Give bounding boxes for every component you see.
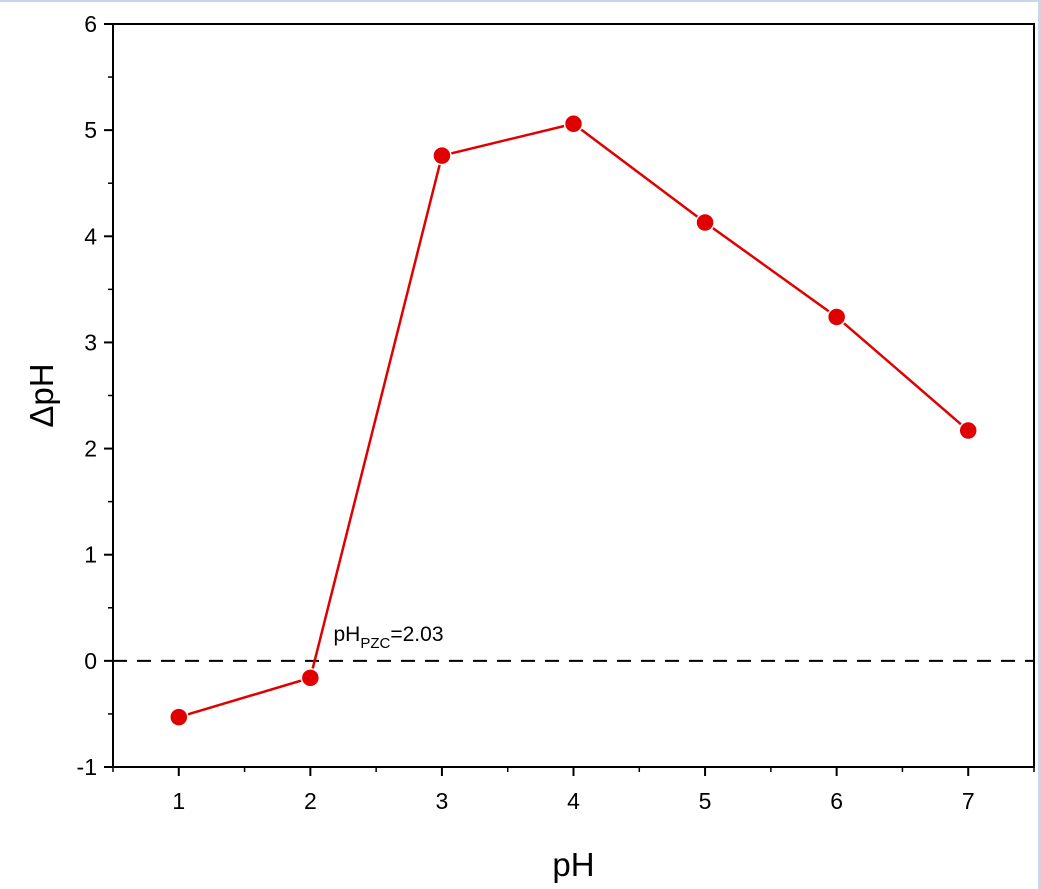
data-point: [300, 668, 321, 688]
x-tick-label: 1: [172, 788, 185, 814]
y-tick-label: 1: [84, 542, 97, 568]
plot-frame: [112, 23, 1035, 768]
y-tick-label: -1: [77, 754, 97, 780]
pzc-annotation-subscript: PZC: [360, 635, 390, 652]
x-tick-label: 4: [567, 788, 580, 814]
x-tick-label: 3: [436, 788, 449, 814]
data-point: [432, 145, 452, 166]
y-tick-label: 0: [84, 648, 97, 674]
y-tick-label: 5: [84, 117, 97, 143]
pzc-annotation-main: pH: [334, 623, 361, 646]
data-point: [169, 707, 189, 727]
pzc-annotation: pHPZC=2.03: [334, 623, 444, 652]
x-tick-label: 5: [699, 788, 712, 814]
x-tick-label: 6: [830, 788, 843, 814]
pzc-annotation-value: =2.03: [390, 623, 443, 646]
axis-ticks: [104, 23, 1035, 776]
data-points: [169, 114, 978, 727]
y-tick-label: 4: [84, 223, 97, 249]
x-tick-label: 2: [304, 788, 317, 814]
data-point: [958, 420, 978, 441]
window-top-border: [0, 0, 1041, 2]
y-tick-label: 6: [84, 11, 97, 37]
y-axis-title: ΔpH: [23, 363, 60, 427]
x-axis-title: pH: [552, 846, 594, 883]
y-tick-label: 3: [84, 329, 97, 355]
y-tick-label: 2: [84, 436, 97, 462]
data-point: [826, 307, 847, 327]
series-line: [178, 122, 970, 719]
x-tick-label: 7: [962, 788, 975, 814]
window-right-border: [1038, 0, 1041, 889]
axis-tick-labels: -1 0 1 2 3 4 5 6 1 2 3 4 5 6 7: [77, 11, 975, 814]
data-point: [563, 114, 584, 134]
data-point: [695, 212, 715, 233]
